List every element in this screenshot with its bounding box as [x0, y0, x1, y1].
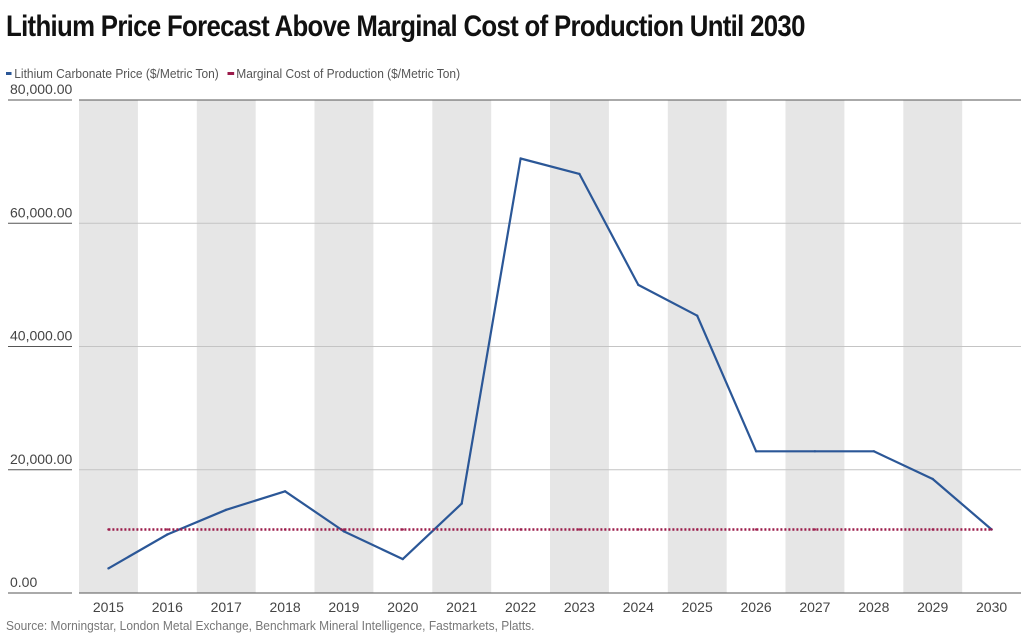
y-tick-label: 60,000.00 — [10, 204, 72, 220]
data-point — [990, 528, 993, 531]
data-point — [696, 314, 699, 317]
data-point — [637, 283, 640, 287]
x-tick-label: 2026 — [741, 599, 772, 615]
x-tick-label: 2021 — [446, 599, 477, 615]
chart-title: Lithium Price Forecast Above Marginal Co… — [6, 10, 805, 43]
data-point — [460, 528, 463, 531]
x-tick-label: 2019 — [328, 599, 359, 615]
legend-swatch-dotted-icon — [227, 72, 234, 75]
data-point — [460, 502, 463, 505]
data-point — [754, 450, 758, 453]
data-point — [931, 528, 934, 531]
data-point — [578, 172, 581, 176]
x-tick-label: 2017 — [211, 599, 242, 615]
data-point — [813, 528, 817, 531]
x-tick-label: 2018 — [270, 599, 301, 615]
x-tick-label: 2030 — [976, 599, 1007, 615]
data-point — [166, 528, 169, 531]
data-point — [637, 528, 640, 531]
data-point — [754, 528, 758, 531]
data-point — [283, 528, 287, 531]
chart-legend: Lithium Carbonate Price ($/Metric Ton) M… — [6, 66, 469, 81]
legend-label-lithium-price: Lithium Carbonate Price ($/Metric Ton) — [14, 66, 219, 81]
legend-item-marginal-cost: Marginal Cost of Production ($/Metric To… — [227, 66, 461, 81]
data-point — [696, 528, 699, 531]
y-tick-label: 0.00 — [10, 574, 37, 590]
data-point — [225, 508, 228, 511]
x-tick-label: 2023 — [564, 599, 595, 615]
data-point — [342, 530, 346, 533]
y-tick-label: 40,000.00 — [10, 328, 72, 344]
x-tick-label: 2022 — [505, 599, 536, 615]
x-tick-label: 2020 — [387, 599, 418, 615]
data-point — [519, 528, 522, 531]
series-line-0 — [107, 157, 993, 570]
legend-label-marginal-cost: Marginal Cost of Production ($/Metric To… — [236, 66, 461, 81]
x-tick-label: 2024 — [623, 599, 654, 615]
x-tick-label: 2016 — [152, 599, 183, 615]
data-point — [225, 528, 228, 531]
x-tick-label: 2029 — [917, 599, 948, 615]
data-point — [931, 477, 934, 481]
data-point — [166, 533, 169, 536]
source-note: Source: Morningstar, London Metal Exchan… — [6, 618, 535, 633]
legend-swatch-solid-icon — [6, 72, 12, 75]
legend-item-lithium-price: Lithium Carbonate Price ($/Metric Ton) — [6, 66, 219, 81]
data-point — [107, 528, 110, 531]
data-point — [107, 567, 110, 570]
x-tick-label: 2028 — [858, 599, 889, 615]
data-point — [578, 528, 581, 531]
data-point — [342, 528, 346, 531]
y-tick-label: 80,000.00 — [10, 81, 72, 97]
data-point — [872, 528, 875, 531]
data-point — [519, 157, 522, 160]
data-point — [283, 490, 287, 493]
y-tick-label: 20,000.00 — [10, 451, 72, 467]
x-tick-label: 2015 — [93, 599, 124, 615]
data-point — [401, 557, 404, 561]
data-point — [872, 450, 875, 453]
x-tick-label: 2025 — [682, 599, 713, 615]
x-tick-label: 2027 — [799, 599, 830, 615]
data-point — [401, 528, 404, 531]
data-point — [813, 450, 817, 453]
